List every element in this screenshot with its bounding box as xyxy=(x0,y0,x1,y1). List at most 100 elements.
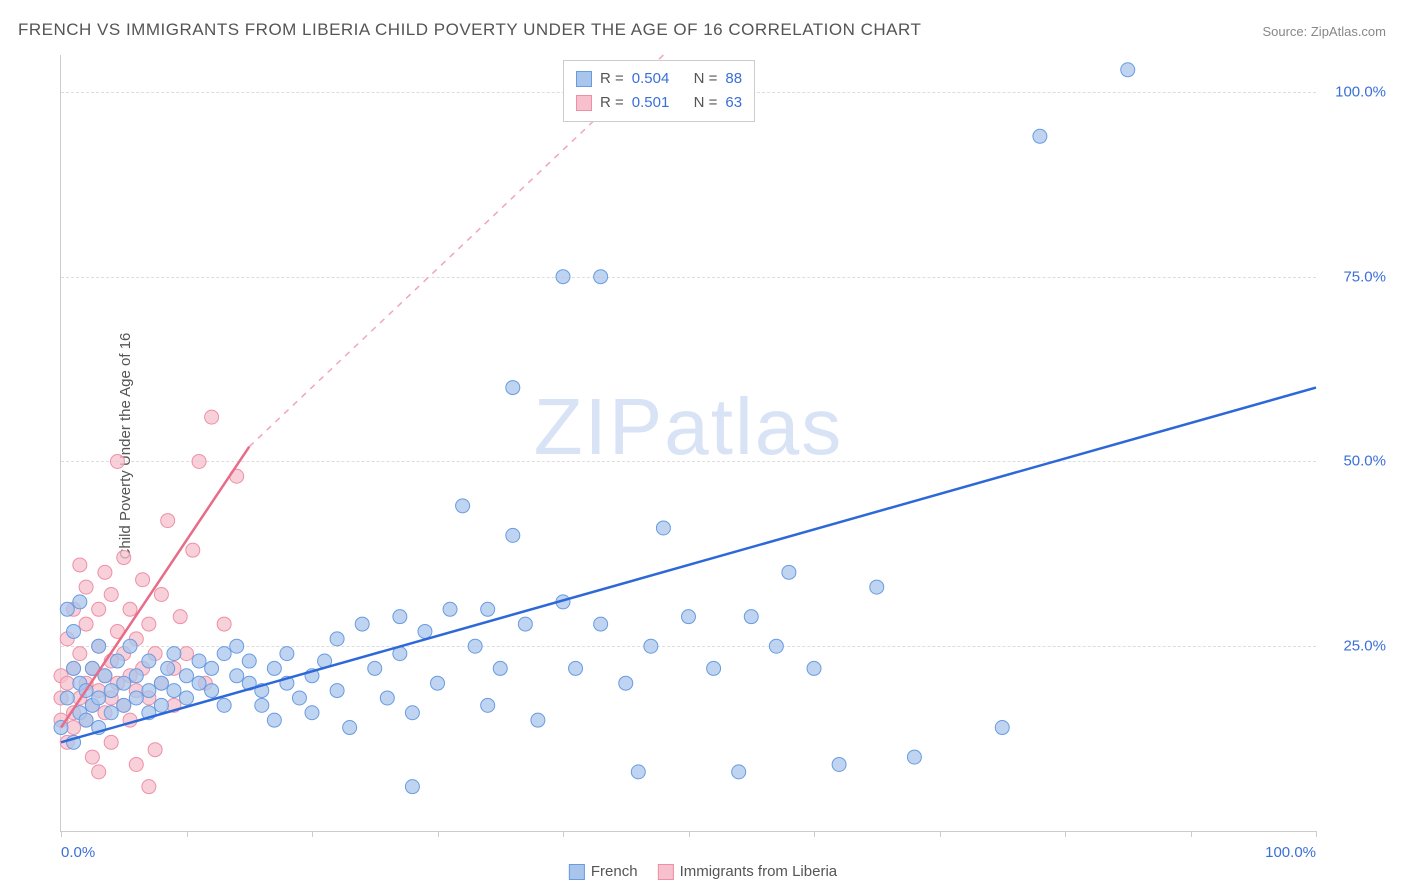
data-point xyxy=(98,565,112,579)
data-point xyxy=(405,706,419,720)
data-point xyxy=(205,661,219,675)
legend-swatch-french xyxy=(569,864,585,880)
legend-label-liberia: Immigrants from Liberia xyxy=(680,863,838,880)
data-point xyxy=(73,647,87,661)
data-point xyxy=(707,661,721,675)
data-point xyxy=(110,454,124,468)
data-point xyxy=(230,639,244,653)
data-point xyxy=(173,610,187,624)
data-point xyxy=(92,691,106,705)
data-point xyxy=(117,551,131,565)
data-point xyxy=(60,676,74,690)
data-point xyxy=(180,647,194,661)
data-point xyxy=(594,617,608,631)
legend-item-liberia: Immigrants from Liberia xyxy=(658,863,838,880)
source-attribution: Source: ZipAtlas.com xyxy=(1262,24,1386,39)
data-point xyxy=(192,654,206,668)
data-point xyxy=(305,706,319,720)
xtick-mark xyxy=(1065,831,1066,837)
data-point xyxy=(832,757,846,771)
data-point xyxy=(104,684,118,698)
xtick-mark xyxy=(563,831,564,837)
data-point xyxy=(180,669,194,683)
data-point xyxy=(769,639,783,653)
stat-R-val-1: 0.504 xyxy=(632,67,670,91)
swatch-french xyxy=(576,71,592,87)
data-point xyxy=(136,573,150,587)
data-point xyxy=(142,780,156,794)
data-point xyxy=(330,632,344,646)
data-point xyxy=(569,661,583,675)
data-point xyxy=(355,617,369,631)
data-point xyxy=(79,580,93,594)
data-point xyxy=(418,624,432,638)
xtick-mark xyxy=(814,831,815,837)
stat-R-label-1: R = xyxy=(600,67,624,91)
data-point xyxy=(870,580,884,594)
data-point xyxy=(205,684,219,698)
data-point xyxy=(255,698,269,712)
data-point xyxy=(154,676,168,690)
data-point xyxy=(123,602,137,616)
data-point xyxy=(1033,129,1047,143)
data-point xyxy=(292,691,306,705)
data-point xyxy=(431,676,445,690)
data-point xyxy=(594,270,608,284)
data-point xyxy=(656,521,670,535)
stat-N-val-2: 63 xyxy=(725,91,742,115)
data-point xyxy=(631,765,645,779)
legend-item-french: French xyxy=(569,863,638,880)
data-point xyxy=(995,721,1009,735)
data-point xyxy=(807,661,821,675)
data-point xyxy=(129,757,143,771)
data-point xyxy=(267,661,281,675)
data-point xyxy=(556,270,570,284)
source-prefix: Source: xyxy=(1262,24,1310,39)
data-point xyxy=(230,669,244,683)
data-point xyxy=(217,647,231,661)
legend-swatch-liberia xyxy=(658,864,674,880)
data-point xyxy=(161,661,175,675)
data-point xyxy=(1121,63,1135,77)
source-link[interactable]: ZipAtlas.com xyxy=(1311,24,1386,39)
data-point xyxy=(481,602,495,616)
data-point xyxy=(67,661,81,675)
data-point xyxy=(148,743,162,757)
stat-N-val-1: 88 xyxy=(725,67,742,91)
data-point xyxy=(117,698,131,712)
data-point xyxy=(242,654,256,668)
data-point xyxy=(129,691,143,705)
xtick-mark xyxy=(689,831,690,837)
xtick-mark xyxy=(438,831,439,837)
xtick-mark xyxy=(1316,831,1317,837)
data-point xyxy=(330,684,344,698)
xtick-mark xyxy=(312,831,313,837)
data-point xyxy=(110,654,124,668)
stats-row-french: R = 0.504 N = 88 xyxy=(576,67,742,91)
swatch-liberia xyxy=(576,95,592,111)
data-point xyxy=(142,684,156,698)
data-point xyxy=(104,735,118,749)
data-point xyxy=(782,565,796,579)
chart-container: FRENCH VS IMMIGRANTS FROM LIBERIA CHILD … xyxy=(0,0,1406,892)
data-point xyxy=(619,676,633,690)
data-point xyxy=(192,454,206,468)
data-point xyxy=(907,750,921,764)
data-point xyxy=(531,713,545,727)
data-point xyxy=(123,639,137,653)
data-point xyxy=(186,543,200,557)
data-point xyxy=(217,698,231,712)
data-point xyxy=(85,750,99,764)
data-point xyxy=(104,706,118,720)
chart-title: FRENCH VS IMMIGRANTS FROM LIBERIA CHILD … xyxy=(18,20,921,40)
xtick-mark xyxy=(187,831,188,837)
data-point xyxy=(92,765,106,779)
data-point xyxy=(368,661,382,675)
stat-R-val-2: 0.501 xyxy=(632,91,670,115)
data-point xyxy=(217,617,231,631)
data-point xyxy=(192,676,206,690)
stats-row-liberia: R = 0.501 N = 63 xyxy=(576,91,742,115)
data-point xyxy=(393,610,407,624)
xtick-mark xyxy=(1191,831,1192,837)
data-point xyxy=(682,610,696,624)
